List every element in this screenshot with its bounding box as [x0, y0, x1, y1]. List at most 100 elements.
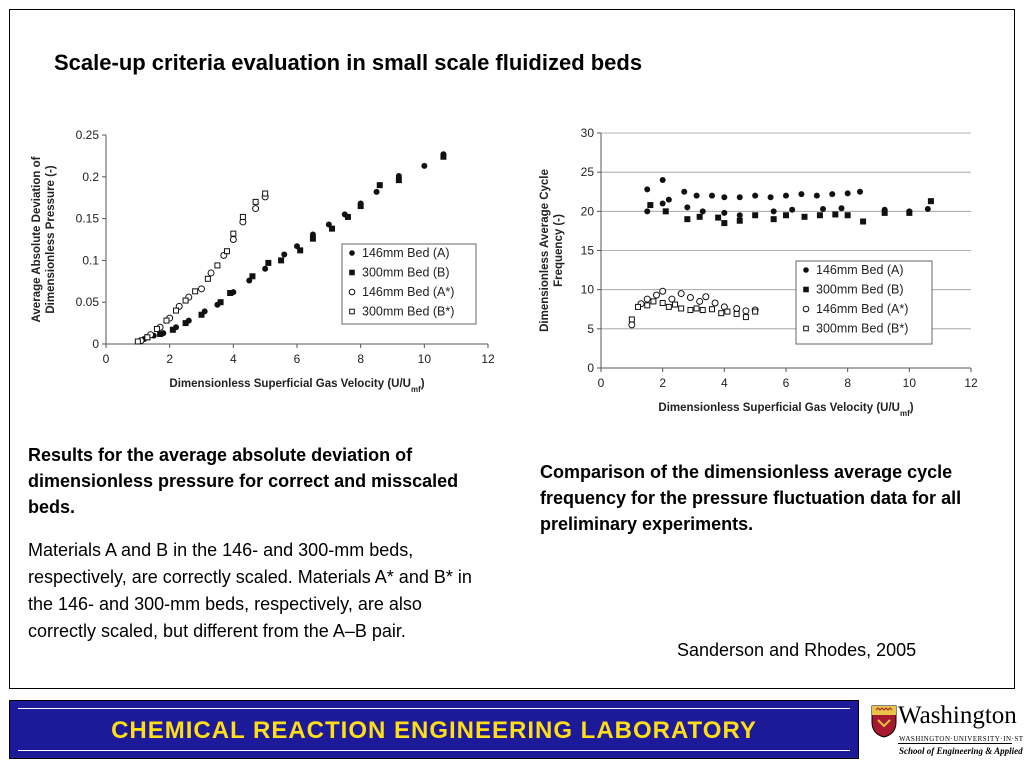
data-point-series-0	[813, 192, 820, 199]
data-point-series-2	[686, 294, 694, 301]
data-point-series-3	[718, 310, 725, 317]
data-point-series-3	[239, 213, 246, 220]
chart-cycle-frequency: 0 5 10 15 20 25 30 0 2 4 6 8 10 12 Dimensionless Super…	[532, 118, 992, 433]
y-tick-label: 0	[92, 337, 99, 351]
data-point-series-1	[844, 212, 851, 219]
data-point-series-0	[281, 251, 288, 258]
y-tick-label: 0.25	[76, 128, 100, 142]
data-point-series-3	[659, 299, 666, 306]
x-tick-label: 10	[418, 352, 432, 366]
legend-label: 146mm Bed (A)	[816, 263, 904, 277]
data-point-series-1	[344, 213, 351, 220]
data-point-series-2	[252, 205, 260, 213]
data-point-series-3	[635, 303, 641, 310]
data-point-series-3	[153, 325, 160, 332]
data-point-series-3	[742, 314, 749, 321]
data-point-series-3	[214, 262, 221, 269]
data-point-series-0	[736, 194, 743, 201]
x-tick-label: 4	[721, 376, 728, 390]
x-tick-label: 8	[357, 352, 364, 366]
x-tick-label: 2	[659, 376, 666, 390]
y-tick-label: 10	[581, 283, 595, 297]
data-point-series-1	[906, 209, 913, 216]
caption-right-bold: Comparison of the dimensionless average …	[540, 462, 962, 534]
legend-label: 300mm Bed (B)	[362, 266, 450, 280]
y-axis-title-line1: Average Absolute Deviation of	[31, 156, 43, 322]
data-point-series-1	[278, 257, 285, 264]
logo-rule	[898, 743, 1012, 744]
legend-box	[795, 260, 933, 345]
y-tick-label: 0.15	[76, 212, 100, 226]
data-point-series-1	[715, 214, 722, 221]
data-point-series-0	[693, 192, 700, 199]
data-point-series-1	[816, 212, 823, 219]
x-axis-title: Dimensionless Superficial Gas Velocity (…	[169, 378, 424, 394]
data-point-series-1	[395, 177, 402, 184]
slide-frame	[9, 9, 1015, 689]
y-axis-title-line2: Dimensionless Pressure (-)	[45, 165, 57, 313]
data-point-series-3	[699, 307, 706, 314]
data-point-series-0	[684, 204, 691, 211]
data-point-series-3	[163, 317, 170, 324]
data-point-series-1	[662, 208, 669, 215]
legend-label: 146mm Bed (A*)	[816, 302, 908, 316]
x-tick-label: 0	[103, 352, 110, 366]
data-point-series-1	[182, 320, 189, 327]
footer-lab-name: CHEMICAL REACTION ENGINEERING LABORATORY	[111, 717, 757, 744]
data-point-series-0	[644, 186, 651, 193]
legend-marker	[349, 308, 355, 315]
data-point-series-1	[783, 212, 789, 219]
legend-label: 146mm Bed (A*)	[362, 285, 454, 299]
y-axis-title-line2: Frequency (-)	[553, 214, 565, 287]
data-point-series-3	[173, 307, 180, 314]
legend-marker	[349, 269, 355, 276]
legend-label: 146mm Bed (A)	[362, 246, 450, 260]
chart-pressure-deviation-svg: 0 0.05 0.1 0.15 0.2 0.25 0 2 4 6 8 10 12 Dimensionles…	[31, 128, 495, 394]
data-point-series-0	[721, 209, 728, 216]
caption-left-body: Materials A and B in the 146- and 300-mm…	[28, 540, 472, 641]
data-point-series-1	[647, 202, 654, 209]
shield-icon	[871, 705, 897, 738]
data-point-series-0	[924, 205, 931, 212]
data-point-series-0	[783, 192, 789, 199]
logo-school-name: School of Engineering & Applied Science	[899, 746, 1024, 756]
legend-box	[341, 243, 477, 325]
data-point-series-3	[693, 305, 700, 312]
data-point-series-1	[169, 326, 176, 333]
data-point-series-3	[709, 306, 715, 313]
y-tick-label: 0.2	[82, 170, 99, 184]
x-tick-label: 10	[903, 376, 917, 390]
data-point-series-0	[798, 191, 805, 198]
data-point-series-0	[829, 191, 836, 198]
citation: Sanderson and Rhodes, 2005	[677, 640, 917, 660]
legend-label: 300mm Bed (B*)	[362, 305, 454, 319]
data-point-series-2	[659, 287, 667, 295]
data-point-series-1	[376, 182, 383, 189]
data-point-series-0	[721, 194, 728, 201]
data-point-series-3	[204, 275, 211, 282]
data-point-series-3	[733, 310, 740, 317]
university-logo: Washington WASHINGTON·UNIVERSITY·IN·ST·L…	[868, 702, 1024, 762]
data-point-series-0	[820, 205, 826, 212]
data-point-series-2	[696, 297, 704, 305]
data-point-series-1	[927, 198, 934, 205]
data-point-series-0	[789, 206, 796, 213]
data-point-series-3	[650, 298, 657, 305]
data-point-series-2	[207, 269, 215, 277]
x-tick-label: 6	[783, 376, 790, 390]
legend-marker	[802, 305, 810, 313]
legend-label: 300mm Bed (B*)	[816, 322, 908, 336]
y-tick-label: 25	[581, 165, 595, 179]
data-point-series-2	[677, 290, 685, 298]
data-point-series-3	[144, 334, 151, 341]
data-point-series-3	[182, 297, 189, 304]
chart-pressure-deviation: 0 0.05 0.1 0.15 0.2 0.25 0 2 4 6 8 10 12 Dimensionles…	[24, 118, 504, 413]
data-point-series-1	[198, 311, 205, 318]
data-point-series-2	[733, 304, 741, 312]
x-tick-label: 12	[964, 376, 978, 390]
data-point-series-3	[628, 316, 635, 323]
data-point-series-0	[659, 177, 666, 183]
data-point-series-1	[297, 247, 304, 254]
data-point-series-0	[857, 188, 863, 195]
footer-bar: CHEMICAL REACTION ENGINEERING LABORATORY	[9, 700, 859, 759]
